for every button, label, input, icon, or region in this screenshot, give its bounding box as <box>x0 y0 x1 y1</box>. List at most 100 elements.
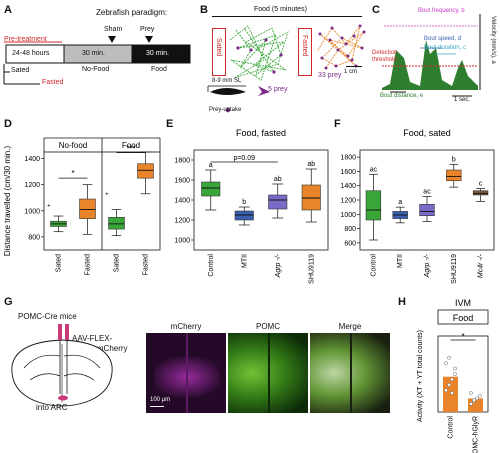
p-value: p=0.09 <box>233 155 255 162</box>
fasted-box <box>298 28 312 76</box>
box <box>301 184 321 211</box>
y-tick-label: 1200 <box>340 198 356 205</box>
data-point <box>469 391 473 395</box>
fasted-vertical-label: Fasted <box>301 35 308 57</box>
food-time: 30 min. <box>146 50 169 57</box>
group-letter: b <box>242 199 246 206</box>
data-point <box>444 361 448 365</box>
y-tick-label: 1200 <box>24 182 40 189</box>
scale-bar-b <box>346 66 362 67</box>
data-point <box>453 372 457 376</box>
fish-size-label: 8-9 mm SL <box>212 78 242 84</box>
y-tick-label: 800 <box>344 226 356 233</box>
x-tick-label: Agrp -/- <box>424 253 431 278</box>
data-point <box>444 388 448 393</box>
panel-a-title: Zebrafish paradigm: <box>96 8 168 17</box>
box <box>234 210 254 221</box>
box <box>472 190 489 196</box>
y-tick-label: 1800 <box>340 155 356 162</box>
prey-arrow-icon <box>145 36 153 43</box>
panel-c-label: C <box>372 4 380 16</box>
box <box>268 194 288 210</box>
flier: + <box>47 204 51 210</box>
group-letter: ac <box>423 188 431 195</box>
data-point <box>469 402 473 406</box>
data-point <box>447 355 451 360</box>
fasted-prey-count: 33 prey <box>318 72 342 79</box>
velocity-axis-label: Velocity (mm/s), a <box>490 16 496 64</box>
prey-label: Prey <box>140 26 155 33</box>
x-tick-label: POMC-hGlyR <box>473 416 480 453</box>
chart-h: IVM Food Control POMC-hGlyR * Activity (XT + … <box>417 298 489 453</box>
chart-title: IVM <box>455 298 471 308</box>
x-tick-label: Control <box>448 416 455 439</box>
merge-image <box>310 333 390 413</box>
mcherry-image <box>146 333 226 413</box>
chart-f: 600 800 1000 1200 1400 1600 1800 ac Control a MTII… <box>340 128 495 284</box>
chart-subtitle: Food <box>453 313 474 323</box>
data-point <box>450 377 454 382</box>
panel-f-label: F <box>334 118 341 130</box>
timeline-diagram <box>3 36 191 85</box>
data-point <box>475 396 479 401</box>
x-tick-label: Fasted <box>85 254 92 276</box>
bout-trace <box>382 14 481 97</box>
sham-arrow-icon <box>108 36 116 43</box>
threshold-label: threshold <box>372 57 397 63</box>
sham-label: Sham <box>104 26 123 33</box>
bout-duration-label: Bout duration, c <box>424 45 467 51</box>
mice-label: POMC-Cre mice <box>18 312 77 321</box>
sig-marker: * <box>71 169 74 178</box>
y-tick-label: 600 <box>344 240 356 247</box>
micro-scalebar <box>150 406 164 407</box>
group-letter: c <box>479 181 483 188</box>
scale-label-c: 1 sec. <box>454 97 471 103</box>
facet-label: Food <box>122 141 140 150</box>
chart-d: 800 1000 1200 1400 + Sated Fasted + Sated Fasted N… <box>3 137 161 276</box>
x-tick-label: Agrp -/- <box>275 253 282 278</box>
y-tick-label: 1600 <box>174 178 190 185</box>
group-letter: a <box>209 162 213 169</box>
flier: + <box>105 192 109 198</box>
bout-distance-label: Bout distance, e <box>380 93 424 99</box>
group-letter: ab <box>307 161 315 168</box>
data-point <box>478 393 482 398</box>
sated-box <box>212 28 226 76</box>
data-point <box>450 391 454 395</box>
y-tick-label: 1000 <box>174 238 190 245</box>
x-tick-label: SHU9119 <box>451 254 458 284</box>
prey-uptake-label: Prey-uptake <box>209 107 242 113</box>
facet-label: No-food <box>59 141 87 150</box>
x-tick-label: Sated <box>56 254 63 272</box>
box <box>365 190 382 221</box>
pomc-title: POMC <box>256 322 280 331</box>
y-tick-label: 1200 <box>174 218 190 225</box>
y-tick-label: 1400 <box>174 198 190 205</box>
merge-title: Merge <box>338 322 362 331</box>
x-tick-label: Sated <box>114 254 121 272</box>
y-axis-label: Distance travelled (cm/30 min.) <box>3 146 12 257</box>
panel-e-label: E <box>166 118 174 130</box>
y-tick-label: 1400 <box>340 183 356 190</box>
bar <box>443 376 458 412</box>
data-point <box>453 366 457 371</box>
panel-g-label: G <box>4 296 13 308</box>
group-letter: a <box>398 199 402 206</box>
mcherry-title: mCherry <box>170 322 202 331</box>
sig-marker: *** <box>126 145 135 154</box>
micro-scalebar-label: 100 μm <box>150 397 171 403</box>
nofood-time: 30 min. <box>82 50 105 57</box>
chart-title: Food, fasted <box>236 128 286 138</box>
group-letter: b <box>452 156 456 163</box>
fasted-trajectory <box>317 24 366 70</box>
sig-marker: * <box>461 332 464 341</box>
bout-frequency-label: Bout frequency, b <box>418 8 465 14</box>
y-tick-label: 1000 <box>340 212 356 219</box>
data-point <box>447 383 451 387</box>
y-axis-label: Activity (XT + YT total counts) <box>417 330 424 422</box>
y-tick-label: 1400 <box>24 156 40 163</box>
bout-speed-label: Bout speed, d <box>424 36 462 42</box>
subtitle-box <box>437 309 489 325</box>
nofood-label: No-Food <box>82 66 110 73</box>
y-tick-label: 1800 <box>174 158 190 165</box>
